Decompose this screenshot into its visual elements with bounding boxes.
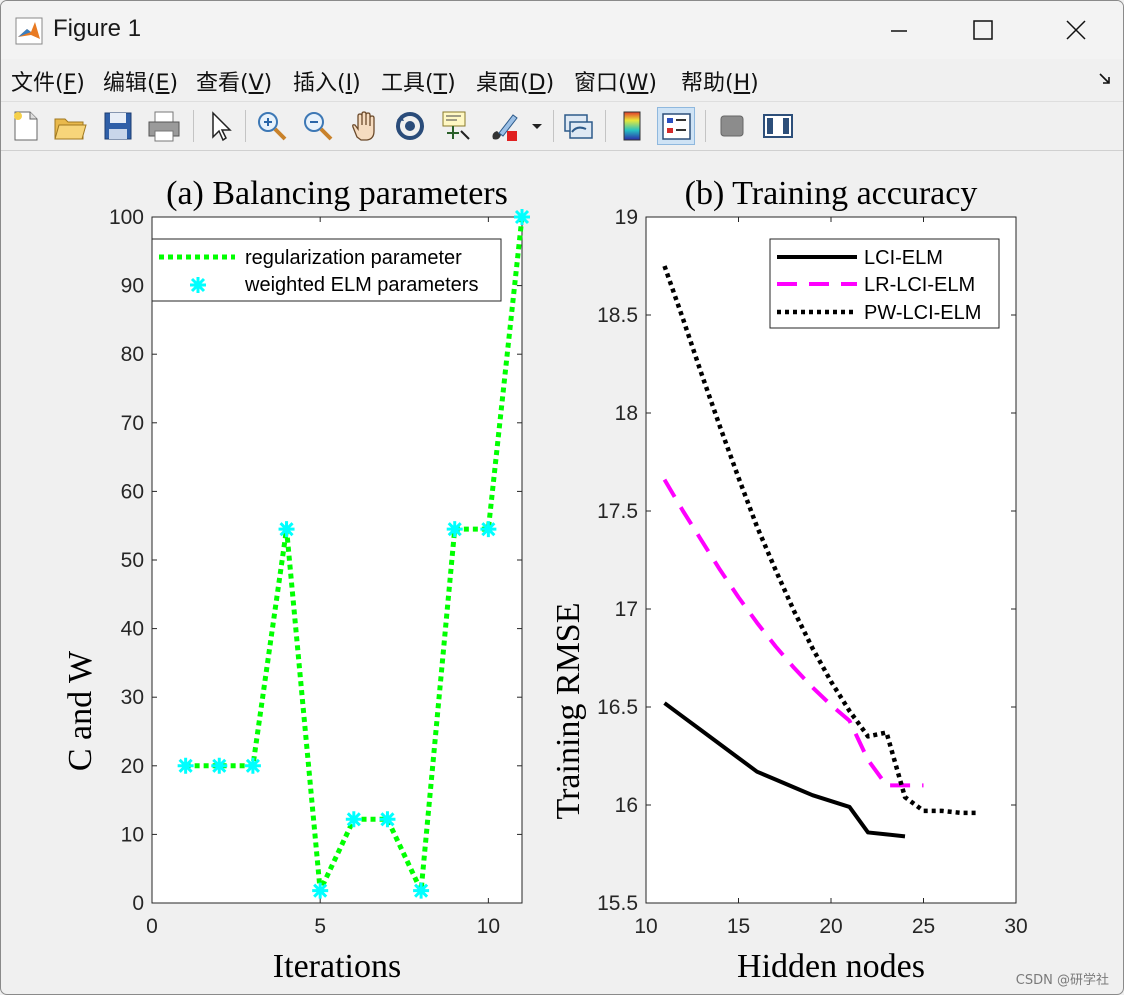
figure-canvas[interactable]: (a) Balancing parameters Iterations C an… xyxy=(1,151,1123,994)
x-tick-label: 15 xyxy=(727,915,750,938)
save-icon[interactable] xyxy=(99,107,137,145)
y-tick-label: 80 xyxy=(121,343,144,366)
series-line-lr-lci-elm xyxy=(662,478,924,788)
close-button[interactable] xyxy=(1029,1,1121,59)
menu-bar: 文件(F) 编辑(E) 查看(V) 插入(I) 工具(T) 桌面(D) 窗口(W… xyxy=(1,61,1123,99)
legend-a-swatch-weighted xyxy=(190,277,206,293)
marker-weighted-elm-parameters xyxy=(211,757,228,774)
y-tick-label: 30 xyxy=(121,686,144,709)
window-title: Figure 1 xyxy=(53,15,142,42)
menu-help[interactable]: 帮助(H) xyxy=(681,71,759,96)
y-tick-label: 90 xyxy=(121,275,144,298)
x-tick-label: 30 xyxy=(1004,915,1027,938)
subplot-a-xlabel: Iterations xyxy=(273,948,401,985)
open-file-icon[interactable] xyxy=(51,107,89,145)
legend-icon[interactable] xyxy=(657,107,695,145)
x-tick-label: 25 xyxy=(912,915,935,938)
x-tick-label: 20 xyxy=(819,915,842,938)
subplot-b[interactable]: (b) Training accuracy Hidden nodes Train… xyxy=(550,175,1028,985)
legend-a-label-regularization: regularization parameter xyxy=(245,247,462,269)
minimize-button[interactable] xyxy=(851,1,943,59)
dock-arrow-icon[interactable] xyxy=(1097,71,1113,87)
toolbar xyxy=(1,101,1123,151)
pointer-icon[interactable] xyxy=(201,107,239,145)
x-tick-label: 10 xyxy=(477,915,500,938)
brush-icon[interactable] xyxy=(485,107,523,145)
x-tick-label: 5 xyxy=(314,915,326,938)
y-tick-label: 40 xyxy=(121,618,144,641)
hide-plot-tools-icon[interactable] xyxy=(713,107,751,145)
y-tick-label: 18.5 xyxy=(597,304,638,327)
marker-weighted-elm-parameters xyxy=(278,521,295,538)
menu-insert[interactable]: 插入(I) xyxy=(293,71,361,96)
marker-weighted-elm-parameters xyxy=(413,882,430,899)
series-line-lci-elm xyxy=(663,701,906,839)
series-line-pw-lci-elm xyxy=(662,265,979,816)
pan-hand-icon[interactable] xyxy=(345,107,383,145)
maximize-button[interactable] xyxy=(937,1,1029,59)
show-plot-tools-icon[interactable] xyxy=(759,107,797,145)
data-cursor-icon[interactable] xyxy=(437,107,475,145)
legend-a[interactable]: regularization parameter weighted ELM pa… xyxy=(151,238,502,302)
y-tick-label: 19 xyxy=(615,206,638,229)
menu-edit[interactable]: 编辑(E) xyxy=(103,71,179,96)
watermark: CSDN @研学社 xyxy=(1015,973,1109,988)
print-icon[interactable] xyxy=(145,107,183,145)
legend-a-box xyxy=(151,238,502,302)
menu-desktop[interactable]: 桌面(D) xyxy=(476,71,555,96)
legend-b-label-lci: LCI-ELM xyxy=(864,247,943,269)
subplot-a[interactable]: (a) Balancing parameters Iterations C an… xyxy=(62,175,530,985)
link-plot-icon[interactable] xyxy=(559,107,597,145)
y-tick-label: 50 xyxy=(121,549,144,572)
brush-dropdown-icon[interactable] xyxy=(527,107,547,145)
marker-weighted-elm-parameters xyxy=(446,521,463,538)
new-figure-icon[interactable] xyxy=(7,107,45,145)
rotate-3d-icon[interactable] xyxy=(391,107,429,145)
colorbar-icon[interactable] xyxy=(613,107,651,145)
subplot-a-ylabel: C and W xyxy=(62,650,99,771)
y-tick-label: 0 xyxy=(132,892,144,915)
marker-weighted-elm-parameters xyxy=(177,757,194,774)
y-tick-label: 20 xyxy=(121,755,144,778)
zoom-out-icon[interactable] xyxy=(299,107,337,145)
marker-weighted-elm-parameters xyxy=(345,811,362,828)
y-tick-label: 17.5 xyxy=(597,500,638,523)
axes-a-frame xyxy=(151,216,523,904)
marker-weighted-elm-parameters xyxy=(480,521,497,538)
subplot-b-xlabel: Hidden nodes xyxy=(737,948,925,985)
x-tick-label: 10 xyxy=(634,915,657,938)
menu-file[interactable]: 文件(F) xyxy=(11,71,85,96)
legend-b-label-lr: LR-LCI-ELM xyxy=(864,274,975,296)
subplot-a-title: (a) Balancing parameters xyxy=(166,175,508,212)
y-tick-label: 70 xyxy=(121,412,144,435)
marker-weighted-elm-parameters xyxy=(244,757,261,774)
zoom-in-icon[interactable] xyxy=(253,107,291,145)
y-tick-label: 15.5 xyxy=(597,892,638,915)
x-tick-label: 0 xyxy=(146,915,158,938)
marker-weighted-elm-parameters xyxy=(312,882,329,899)
y-tick-label: 60 xyxy=(121,480,144,503)
y-tick-label: 10 xyxy=(121,823,144,846)
subplot-b-ylabel: Training RMSE xyxy=(550,603,587,820)
legend-b-label-pw: PW-LCI-ELM xyxy=(864,302,981,324)
y-tick-label: 18 xyxy=(615,402,638,425)
title-bar: Figure 1 xyxy=(1,1,1123,59)
y-tick-label: 16 xyxy=(615,794,638,817)
marker-weighted-elm-parameters xyxy=(379,811,396,828)
matlab-app-icon xyxy=(15,17,43,45)
legend-b[interactable]: LCI-ELM LR-LCI-ELM PW-LCI-ELM xyxy=(769,238,1000,329)
menu-window[interactable]: 窗口(W) xyxy=(574,71,657,96)
menu-tools[interactable]: 工具(T) xyxy=(381,71,456,96)
y-tick-label: 100 xyxy=(109,206,144,229)
legend-a-label-weighted: weighted ELM parameters xyxy=(244,274,478,296)
marker-weighted-elm-parameters xyxy=(514,209,530,225)
y-tick-label: 16.5 xyxy=(597,696,638,719)
y-tick-label: 17 xyxy=(615,598,638,621)
menu-view[interactable]: 查看(V) xyxy=(196,71,273,96)
subplot-b-title: (b) Training accuracy xyxy=(685,175,978,212)
legend-b-box xyxy=(769,238,1000,329)
